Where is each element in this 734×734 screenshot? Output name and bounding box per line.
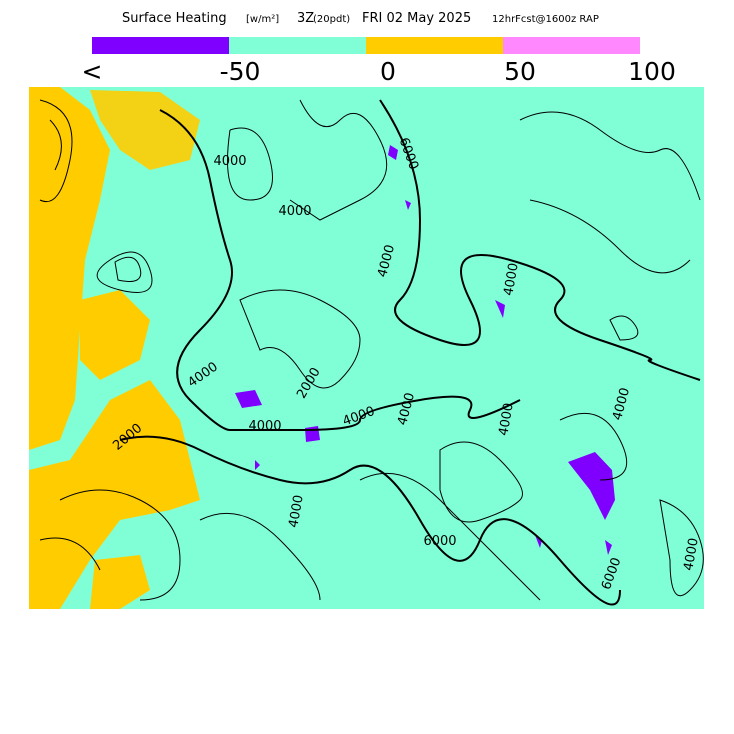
cooling-area	[235, 390, 262, 408]
contour	[609, 315, 704, 597]
legend-label: 50	[504, 57, 536, 86]
contour	[379, 99, 701, 381]
legend-label: 0	[380, 57, 396, 86]
legend-label: -50	[220, 57, 261, 86]
contour-label: 4000	[681, 537, 702, 572]
contour	[439, 412, 628, 523]
contour	[39, 99, 73, 202]
contour	[119, 435, 621, 606]
heating-area	[80, 290, 150, 380]
heating-area	[29, 87, 110, 450]
contour	[96, 251, 153, 293]
forecast: 12hrFcst@1600z RAP	[492, 14, 599, 25]
legend-swatch	[503, 37, 640, 54]
legend-swatch	[92, 37, 229, 54]
header: Surface Heating [w/m²] 3Z (20pdt) FRI 02…	[122, 11, 599, 26]
contour-label: 4000	[213, 154, 246, 169]
contours	[39, 99, 704, 606]
contour	[227, 99, 388, 221]
legend-label: 100	[628, 57, 676, 86]
contour	[159, 109, 521, 432]
units: [w/m²]	[246, 14, 279, 25]
date: FRI 02 May 2025	[362, 11, 471, 26]
contour-label: 6000	[423, 534, 456, 549]
contour-label: 4000	[248, 419, 281, 434]
contour-label: 4000	[501, 262, 522, 297]
title: Surface Heating	[122, 11, 227, 26]
legend: < -50 0 50 100	[82, 37, 676, 86]
cooling-area	[568, 452, 615, 520]
contour	[199, 472, 541, 601]
contour	[519, 111, 701, 274]
local-time: (20pdt)	[313, 14, 350, 25]
cooling-area	[305, 426, 320, 442]
heating-area	[90, 555, 150, 609]
contour	[239, 289, 361, 389]
contour-label: 4000	[496, 402, 517, 437]
contour-label: 4000	[278, 204, 311, 219]
legend-swatch	[229, 37, 366, 54]
contour-label: 4000	[286, 494, 307, 529]
heating-area	[90, 90, 200, 170]
run: 3Z	[297, 11, 314, 26]
contour	[39, 489, 181, 601]
legend-label: <	[82, 57, 103, 86]
legend-swatch	[366, 37, 503, 54]
